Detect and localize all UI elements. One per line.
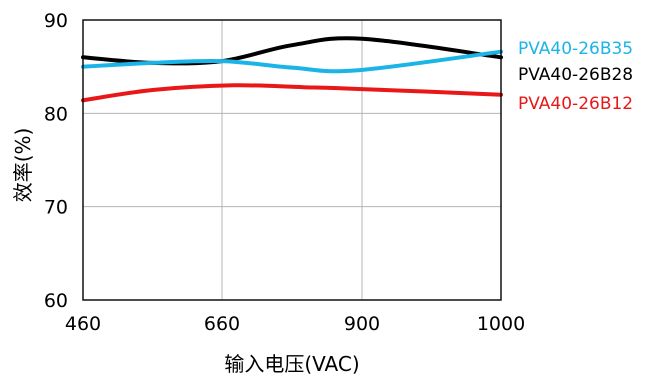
legend: PVA40-26B35 PVA40-26B28 PVA40-26B12 xyxy=(518,39,633,114)
y-axis-label: 效率(%) xyxy=(11,128,35,203)
y-tick-labels: 60 70 80 90 xyxy=(44,10,68,312)
series-line-pva40-26b12 xyxy=(81,83,503,103)
y-tick-label: 70 xyxy=(44,197,68,219)
x-tick-labels: 460 660 900 1000 xyxy=(65,313,525,335)
legend-entry-pva40-26b12: PVA40-26B12 xyxy=(518,94,633,114)
y-tick-label: 80 xyxy=(44,103,68,125)
x-axis-label: 输入电压(VAC) xyxy=(224,352,359,376)
series-line-pva40-26b35 xyxy=(81,49,503,74)
x-tick-label: 460 xyxy=(65,313,101,335)
legend-entry-pva40-26b35: PVA40-26B35 xyxy=(518,39,633,59)
legend-entry-pva40-26b28: PVA40-26B28 xyxy=(518,65,633,85)
x-tick-label: 900 xyxy=(344,313,380,335)
x-tick-label: 1000 xyxy=(477,313,525,335)
plot-frame xyxy=(82,19,502,301)
x-tick-label: 660 xyxy=(204,313,240,335)
series-lines xyxy=(81,36,503,103)
y-tick-label: 60 xyxy=(44,290,68,312)
grid xyxy=(83,20,501,300)
y-tick-label: 90 xyxy=(44,10,68,32)
